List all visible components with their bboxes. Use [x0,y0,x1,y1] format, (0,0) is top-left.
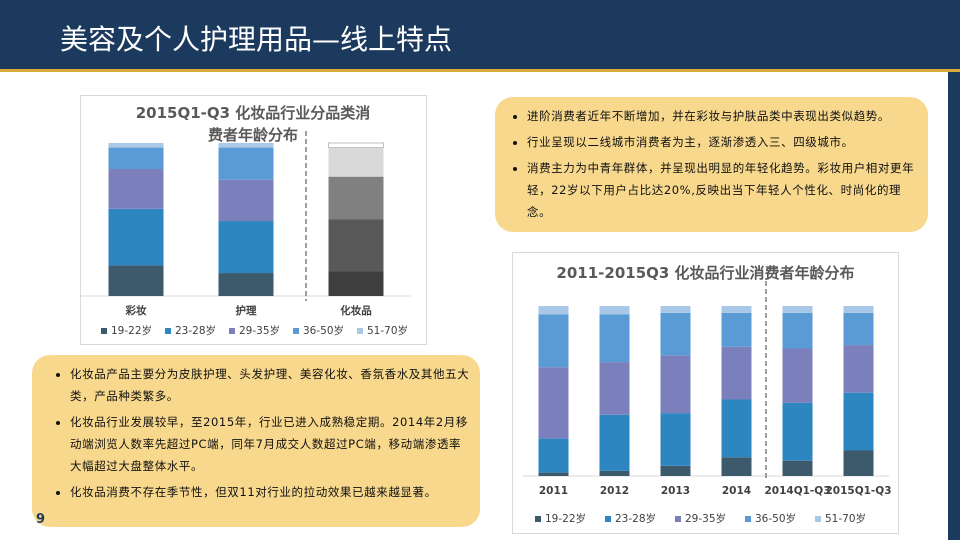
chart-frame: 2011-2015Q3 化妆品行业消费者年龄分布 2011 2012 2013 201… [512,252,899,534]
legend-swatch [293,328,299,334]
note-box: 化妆品产品主要分为皮肤护理、头发护理、美容化妆、香氛香水及其他五大类，产品种类繁… [32,355,480,527]
bar-segment [721,457,752,476]
bar-segment [218,143,274,148]
bar-segment [328,142,384,149]
legend-label: 36-50岁 [755,512,796,525]
legend-label: 51-70岁 [367,324,408,337]
chart-title: 2011-2015Q3 化妆品行业消费者年龄分布 [556,264,855,282]
legend-swatch [101,328,107,334]
bar-segment [108,143,164,148]
note: 消费主力为中青年群体，并呈现出明显的年轻化趋势。彩妆用户相对更年轻，22岁以下用… [527,157,920,223]
legend-label: 29-35岁 [239,324,280,337]
bar-segment [782,402,813,461]
x-tick-label: 护理 [236,304,257,317]
note-list: 化妆品产品主要分为皮肤护理、头发护理、美容化妆、香氛香水及其他五大类，产品种类繁… [46,363,470,503]
bar-segment [538,306,569,315]
bar-segment [843,392,874,451]
x-tick-label: 2012 [600,485,629,497]
legend-swatch [535,516,541,522]
bar-segment [782,306,813,313]
bar-segment [843,450,874,476]
bar-segment [599,414,630,471]
bar-segment [599,306,630,315]
bar-segment [218,221,274,274]
note: 行业呈现以二线城市消费者为主，逐渐渗透入三、四级城市。 [527,131,920,153]
legend-label: 36-50岁 [303,324,344,337]
bar-segment [328,219,384,272]
note: 化妆品行业发展较早，至2015年，行业已进入成熟稳定期。2014年2月移动端浏览… [70,411,470,477]
legend-swatch [357,328,363,334]
x-tick-label: 2011 [539,485,568,497]
bar-segment [108,265,164,296]
bar-segment [599,314,630,363]
note: 进阶消费者近年不断增加，并在彩妆与护肤品类中表现出类似趋势。 [527,105,920,127]
side-bar [948,72,960,540]
bar-segment [599,362,630,415]
bar-segment [108,208,164,266]
bar-segment [782,460,813,476]
note: 化妆品消费不存在季节性，但双11对行业的拉动效果已越来越显著。 [70,481,470,503]
bar-segment [660,306,691,313]
bar-segment [218,147,274,180]
bar-segment [328,147,384,177]
bar-segment [599,470,630,476]
legend-label: 23-28岁 [615,512,656,525]
bar-segment [660,465,691,476]
chart-title: 2015Q1-Q3 化妆品行业分品类消费者年龄分布 [135,104,371,144]
legend-swatch [675,516,681,522]
bar-segment [721,312,752,347]
x-tick-label: 彩妆 [125,304,147,317]
note: 化妆品产品主要分为皮肤护理、头发护理、美容化妆、香氛香水及其他五大类，产品种类繁… [70,363,470,407]
bar-segment [660,413,691,466]
legend-label: 19-22岁 [545,512,586,525]
bar-segment [782,348,813,403]
bar-segment [782,312,813,349]
chart-frame: 2015Q1-Q3 化妆品行业分品类消费者年龄分布 彩妆 护理 化妆品 19-22岁 2… [80,95,427,345]
bar-segment [660,312,691,356]
bar-segment [538,367,569,439]
legend-label: 29-35岁 [685,512,726,525]
bar-segment [328,176,384,220]
bar-segment [218,273,274,296]
legend-swatch [165,328,171,334]
bar-segment [538,472,569,476]
slide-title: 美容及个人护理用品—线上特点 [60,23,453,56]
note-box: 进阶消费者近年不断增加，并在彩妆与护肤品类中表现出类似趋势。行业呈现以二线城市消… [495,97,928,232]
chart: 彩妆 护理 化妆品 19-22岁 23-28岁 29-35岁 36-50岁 51-70岁 [81,131,411,337]
bar-segment [660,355,691,414]
bar-segment [108,169,164,209]
bar-segment [328,271,384,296]
x-tick-label: 化妆品 [340,304,372,317]
note-list: 进阶消费者近年不断增加，并在彩妆与护肤品类中表现出类似趋势。行业呈现以二线城市消… [503,105,920,223]
bar-segment [218,179,274,222]
bar-segment [538,314,569,368]
bar-segment [843,312,874,346]
bar-segment [108,147,164,170]
x-tick-label: 2013 [661,485,690,497]
bar-segment [843,306,874,313]
legend-swatch [229,328,235,334]
bar-segment [721,399,752,458]
header: 美容及个人护理用品—线上特点 [0,0,960,72]
bar-segment [721,306,752,313]
legend-label: 23-28岁 [175,324,216,337]
bar-segment [538,438,569,473]
page-number: 9 [36,512,46,527]
bar-segment [843,345,874,393]
x-tick-label: 2014Q1-Q3 [764,485,830,497]
legend-swatch [815,516,821,522]
x-tick-label: 2015Q1-Q3 [825,485,891,497]
legend-swatch [605,516,611,522]
x-tick-label: 2014 [722,485,751,497]
legend-label: 51-70岁 [825,512,866,525]
legend-label: 19-22岁 [111,324,152,337]
legend-swatch [745,516,751,522]
bar-segment [721,346,752,400]
